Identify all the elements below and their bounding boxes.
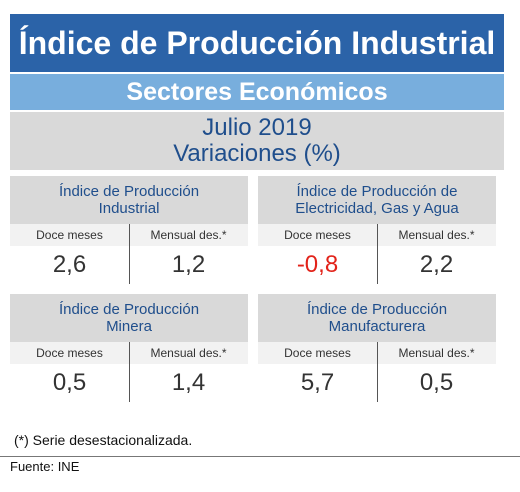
- footnote: (*) Serie desestacionalizada.: [14, 432, 193, 448]
- value-monthly: 1,2: [171, 251, 206, 278]
- col-label-twelve-months: Doce meses: [36, 346, 103, 360]
- value-twelve-months: 5,7: [300, 369, 335, 396]
- column-divider: [129, 224, 130, 284]
- card-title-line1: Índice de Producción: [306, 301, 448, 318]
- value-twelve-months: 0,5: [52, 369, 87, 396]
- col-label-twelve-months: Doce meses: [284, 228, 351, 242]
- column-divider: [377, 342, 378, 402]
- card-title-line1: Índice de Producción: [58, 301, 200, 318]
- card-title-line1: Índice de Producción de: [296, 183, 458, 200]
- col-label-twelve-months: Doce meses: [284, 346, 351, 360]
- card-title-line2: Industrial: [98, 200, 160, 217]
- main-title: Índice de Producción Industrial: [10, 14, 504, 72]
- value-monthly: 2,2: [419, 251, 454, 278]
- subtitle-banner: Sectores Económicos: [10, 74, 504, 110]
- col-label-monthly: Mensual des.*: [398, 228, 475, 242]
- column-divider: [377, 224, 378, 284]
- card-electricity-gas-water: Índice de Producción de Electricidad, Ga…: [258, 176, 496, 284]
- period-month: Julio 2019: [202, 114, 312, 141]
- card-title-line2: Manufacturera: [328, 318, 426, 335]
- period-variations: Variaciones (%): [173, 140, 341, 167]
- card-title: Índice de Producción Minera: [10, 294, 248, 342]
- column-divider: [129, 342, 130, 402]
- card-manufacturing: Índice de Producción Manufacturera Doce …: [258, 294, 496, 402]
- value-monthly: 1,4: [171, 369, 206, 396]
- divider-line: [0, 456, 520, 457]
- card-mining: Índice de Producción Minera Doce meses M…: [10, 294, 248, 402]
- card-title-line2: Minera: [106, 318, 152, 335]
- col-label-monthly: Mensual des.*: [150, 346, 227, 360]
- col-label-twelve-months: Doce meses: [36, 228, 103, 242]
- card-title: Índice de Producción de Electricidad, Ga…: [258, 176, 496, 224]
- card-title: Índice de Producción Manufacturera: [258, 294, 496, 342]
- col-label-monthly: Mensual des.*: [150, 228, 227, 242]
- col-label-monthly: Mensual des.*: [398, 346, 475, 360]
- card-title-line2: Electricidad, Gas y Agua: [295, 200, 459, 217]
- card-title-line1: Índice de Producción: [58, 183, 200, 200]
- value-twelve-months: 2,6: [52, 251, 87, 278]
- value-monthly: 0,5: [419, 369, 454, 396]
- card-title: Índice de Producción Industrial: [10, 176, 248, 224]
- period-box: Julio 2019 Variaciones (%): [10, 112, 504, 170]
- value-twelve-months: -0,8: [296, 251, 339, 278]
- source-note: Fuente: INE: [10, 459, 80, 474]
- card-industrial: Índice de Producción Industrial Doce mes…: [10, 176, 248, 284]
